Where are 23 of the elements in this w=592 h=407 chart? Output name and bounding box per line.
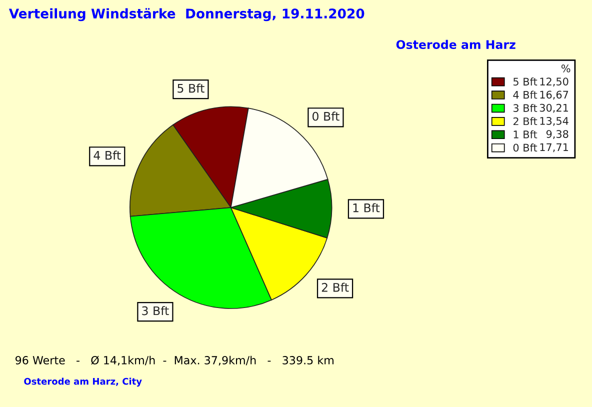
data-label: 30,21 xyxy=(540,104,568,113)
slice-label: 5 Bft xyxy=(178,84,204,93)
slice-label: 1 Bft xyxy=(353,203,380,212)
chart-title: Verteilung Windstärke Donnerstag, 19.11.2020 xyxy=(8,8,364,22)
text: Osterode am Harz, City xyxy=(24,378,142,387)
slice-label: 0 Bft xyxy=(312,112,340,121)
legend-title: % xyxy=(561,64,570,72)
legend-label: 1 Bft xyxy=(514,130,538,138)
legend-label: 0 Bft xyxy=(513,144,538,152)
chart-subtitle: Osterode am Harz xyxy=(396,40,516,50)
data-label: 16,67 xyxy=(540,90,568,100)
text: 96 Werte - Ø 14,1km/h - Max. 37,9km/h - 339.5 km xyxy=(16,356,334,366)
data-label: 12,50 xyxy=(540,78,568,87)
data-label: 13,54 xyxy=(540,116,568,126)
slice-label: 4 Bft xyxy=(94,150,121,160)
legend-label: 5 Bft xyxy=(513,78,538,86)
data-label: 17,71 xyxy=(540,143,568,152)
legend-label: 2 Bft xyxy=(513,117,538,126)
legend-label: 3 Bft xyxy=(513,104,538,112)
data-label: 9,38 xyxy=(546,130,568,140)
slice-label: 3 Bft xyxy=(142,306,169,316)
slice-label: 2 Bft xyxy=(322,282,349,292)
legend-label: 4 Bft xyxy=(513,90,538,99)
